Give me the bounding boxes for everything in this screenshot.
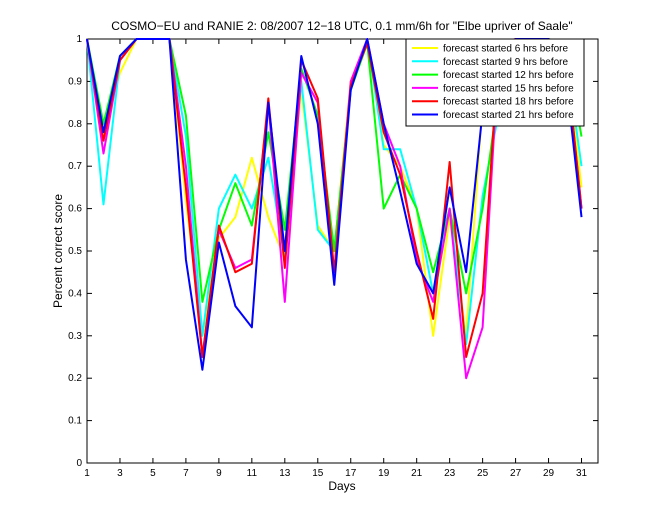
y-tick-label: 0.3 [68,331,82,342]
x-tick-label: 23 [444,468,456,479]
x-tick-label: 31 [576,468,588,479]
y-tick-label: 0.6 [68,204,82,215]
legend: forecast started 6 hrs before forecast st… [405,38,585,127]
chart-title: COSMO−EU and RANIE 2: 08/2007 12−18 UTC,… [111,19,572,33]
y-tick-label: 0.1 [68,416,82,427]
legend-label-6: forecast started 21 hrs before [443,110,574,121]
x-tick-label: 9 [216,468,222,479]
y-tick-label: 0.8 [68,119,82,130]
legend-label-3: forecast started 12 hrs before [443,70,574,81]
x-tick-label: 25 [477,468,489,479]
x-tick-label: 17 [345,468,357,479]
x-tick-label: 7 [183,468,189,479]
x-tick-label: 27 [510,468,522,479]
y-tick-label: 0.2 [68,373,82,384]
y-tick-label: 0.5 [68,246,82,257]
x-tick-label: 1 [84,468,90,479]
axis-ticks: 1 3 5 7 9 11 13 15 17 19 21 23 25 27 29 3100.10.20.30.4… [68,34,598,479]
x-tick-label: 15 [312,468,324,479]
x-tick-label: 11 [247,468,258,479]
x-axis-title: Days [328,479,355,493]
x-tick-label: 13 [279,468,291,479]
x-tick-label: 29 [543,468,555,479]
legend-label-2: forecast started 9 hrs before [443,57,569,68]
legend-box [405,38,585,127]
x-tick-label: 21 [411,468,423,479]
x-tick-label: 5 [150,468,156,479]
y-tick-label: 0.4 [68,288,82,299]
legend-label-4: forecast started 15 hrs before [443,83,574,94]
y-tick-label: 0.7 [68,161,82,172]
legend-label-5: forecast started 18 hrs before [443,97,574,108]
y-tick-label: 0.9 [68,76,82,87]
y-tick-label: 1 [76,34,82,45]
x-tick-label: 3 [117,468,123,479]
y-axis-title: Percent correct score [51,194,65,308]
y-tick-label: 0 [76,458,82,469]
x-tick-label: 19 [378,468,390,479]
legend-label-1: forecast started 6 hrs before [443,44,569,55]
